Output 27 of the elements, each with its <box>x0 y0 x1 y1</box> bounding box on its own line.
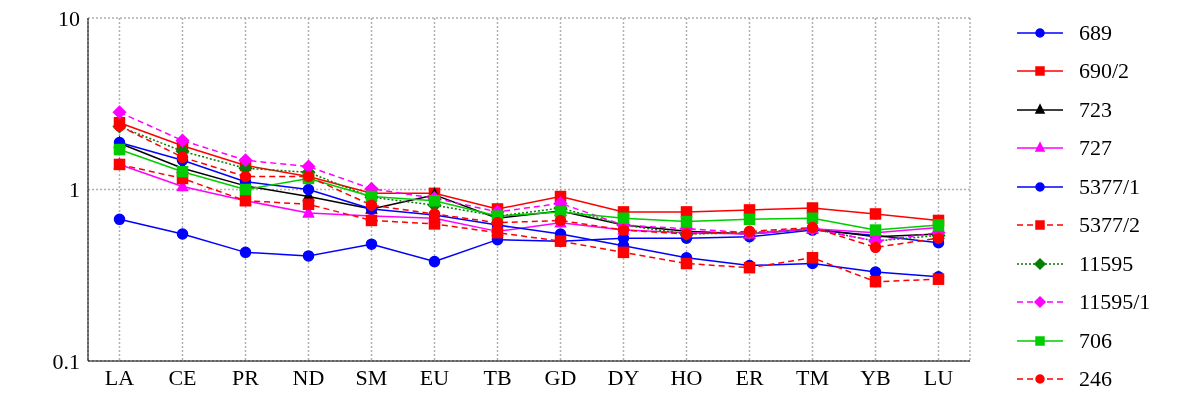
x-tick-label: LU <box>923 364 954 390</box>
legend-label: 5377/2 <box>1079 212 1141 239</box>
x-tick-label: PR <box>232 364 260 390</box>
legend-label: 246 <box>1079 366 1112 393</box>
y-tick-label: 0.1 <box>52 348 80 374</box>
x-tick-label: SM <box>355 364 388 390</box>
x-tick-label: GD <box>544 364 577 390</box>
x-tick-label: HO <box>670 364 703 390</box>
y-tick-label: 10 <box>58 5 80 31</box>
x-tick-label: EU <box>419 364 450 390</box>
x-tick-label: DY <box>607 364 640 390</box>
legend-label: 11595 <box>1079 250 1134 277</box>
x-tick-label: TB <box>483 364 512 390</box>
legend-label: 5377/1 <box>1079 173 1141 200</box>
legend-label: 689 <box>1079 19 1112 46</box>
legend-label: 690/2 <box>1079 58 1130 85</box>
x-tick-label: YB <box>860 364 891 390</box>
x-tick-label: CE <box>168 364 197 390</box>
legend-label: 11595/1 <box>1079 289 1151 316</box>
legend-label: 723 <box>1079 96 1112 123</box>
legend-label: 727 <box>1079 135 1112 162</box>
legend-label: 706 <box>1079 327 1112 354</box>
x-tick-label: LA <box>104 364 135 390</box>
x-tick-label: ER <box>735 364 764 390</box>
x-tick-label: ND <box>292 364 325 390</box>
x-tick-label: TM <box>796 364 829 390</box>
y-tick-label: 1 <box>69 177 80 203</box>
